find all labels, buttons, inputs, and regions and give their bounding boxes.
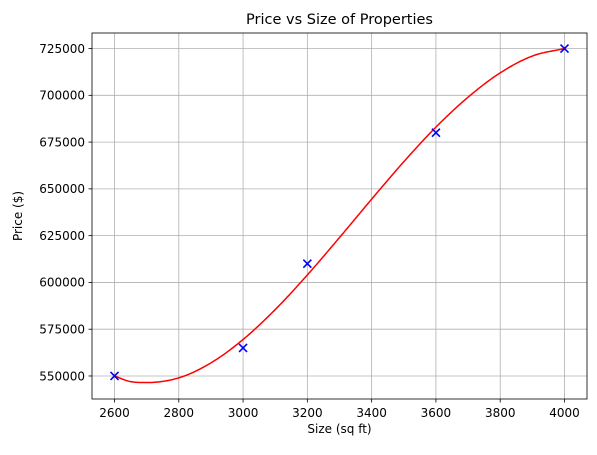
scatter-point xyxy=(431,128,441,138)
scatter-point xyxy=(109,371,120,381)
x-axis-ticks: 2600 2800 3000 3200 3400 3600 3800 4000 xyxy=(99,399,580,420)
y-axis-ticks: 550000 575000 600000 625000 650000 675000 7000… xyxy=(39,42,92,383)
x-axis-title: Size (sq ft) xyxy=(307,422,371,436)
y-tick-label: 675000 xyxy=(39,135,85,149)
y-tick-label: 625000 xyxy=(39,229,85,243)
x-tick-label: 3200 xyxy=(292,406,323,420)
y-tick-label: 600000 xyxy=(39,276,85,290)
x-tick-label: 2800 xyxy=(164,406,195,420)
plot-series xyxy=(109,43,570,384)
y-tick-label: 725000 xyxy=(39,42,85,56)
grid xyxy=(92,33,587,399)
chart-title: Price vs Size of Properties xyxy=(246,12,433,28)
x-tick-label: 3000 xyxy=(228,406,259,420)
plot-area-frame xyxy=(91,32,588,400)
x-tick-label: 2600 xyxy=(99,406,130,420)
scatter-point xyxy=(238,343,248,353)
x-tick-label: 3600 xyxy=(421,406,452,420)
y-tick-label: 650000 xyxy=(39,182,85,196)
x-tick-label: 4000 xyxy=(549,406,580,420)
y-axis-title: Price ($) xyxy=(11,191,25,241)
y-tick-label: 550000 xyxy=(39,369,85,383)
y-tick-label: 575000 xyxy=(39,323,85,337)
scatter-point xyxy=(559,43,570,54)
y-tick-label: 700000 xyxy=(39,89,85,103)
x-tick-label: 3800 xyxy=(485,406,516,420)
scatter-point xyxy=(302,259,312,269)
fitted-curve xyxy=(114,47,565,384)
x-tick-label: 3400 xyxy=(356,406,387,420)
